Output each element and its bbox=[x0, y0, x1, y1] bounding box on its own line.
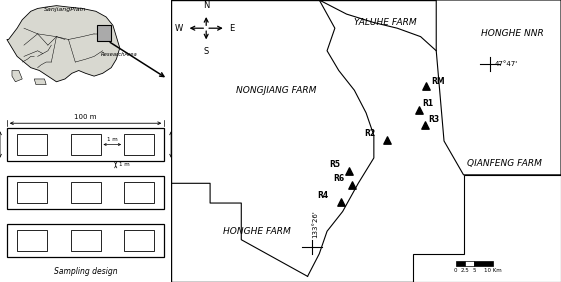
Text: HONGHE NNR: HONGHE NNR bbox=[481, 29, 544, 38]
Text: 20 m: 20 m bbox=[173, 136, 178, 153]
Bar bbox=[17, 230, 47, 251]
Text: N: N bbox=[203, 1, 209, 10]
Point bbox=[422, 84, 431, 88]
Text: R1: R1 bbox=[422, 99, 434, 108]
Bar bbox=[7, 224, 164, 257]
Text: RM: RM bbox=[431, 77, 445, 86]
Polygon shape bbox=[436, 0, 561, 175]
Point bbox=[414, 108, 423, 112]
Text: 1 m: 1 m bbox=[119, 162, 130, 168]
Bar bbox=[71, 230, 100, 251]
Text: 1 m: 1 m bbox=[107, 137, 118, 142]
Polygon shape bbox=[34, 79, 46, 85]
Text: ResearchArea: ResearchArea bbox=[101, 52, 137, 57]
Text: 5: 5 bbox=[473, 268, 476, 273]
Text: YALUHE FARM: YALUHE FARM bbox=[354, 18, 417, 27]
Text: 100 m: 100 m bbox=[74, 114, 97, 120]
Bar bbox=[456, 261, 465, 266]
Text: R6: R6 bbox=[333, 174, 344, 183]
Text: Sampling design: Sampling design bbox=[54, 267, 117, 276]
Text: 47°47': 47°47' bbox=[495, 61, 518, 67]
Bar bbox=[465, 261, 475, 266]
Text: 10 Km: 10 Km bbox=[484, 268, 502, 273]
Bar bbox=[71, 182, 100, 203]
Text: 133°26': 133°26' bbox=[312, 211, 318, 238]
Bar bbox=[7, 128, 164, 161]
Polygon shape bbox=[7, 6, 119, 82]
Bar bbox=[96, 25, 111, 41]
Text: SanjiangPlain: SanjiangPlain bbox=[44, 7, 86, 12]
Bar bbox=[7, 176, 164, 209]
Polygon shape bbox=[413, 175, 561, 282]
Text: W: W bbox=[174, 24, 183, 33]
Text: R2: R2 bbox=[364, 129, 375, 138]
Point bbox=[336, 199, 345, 204]
Bar bbox=[71, 134, 100, 155]
Bar bbox=[124, 134, 154, 155]
Point bbox=[344, 168, 353, 173]
Text: NONGJIANG FARM: NONGJIANG FARM bbox=[236, 86, 316, 95]
Polygon shape bbox=[12, 70, 22, 82]
Text: 2.5: 2.5 bbox=[461, 268, 470, 273]
Text: R4: R4 bbox=[318, 191, 328, 200]
Point bbox=[348, 182, 357, 187]
Point bbox=[420, 123, 429, 128]
Point bbox=[383, 137, 392, 142]
Text: E: E bbox=[229, 24, 235, 33]
Bar bbox=[124, 182, 154, 203]
Text: R3: R3 bbox=[429, 114, 440, 124]
Text: QIANFENG FARM: QIANFENG FARM bbox=[467, 159, 542, 168]
Text: HONGHE FARM: HONGHE FARM bbox=[223, 227, 291, 236]
Bar bbox=[475, 261, 493, 266]
Bar bbox=[17, 182, 47, 203]
Text: 0: 0 bbox=[454, 268, 457, 273]
Text: R5: R5 bbox=[329, 160, 340, 169]
Bar bbox=[17, 134, 47, 155]
Text: S: S bbox=[204, 47, 209, 56]
Bar bbox=[124, 230, 154, 251]
